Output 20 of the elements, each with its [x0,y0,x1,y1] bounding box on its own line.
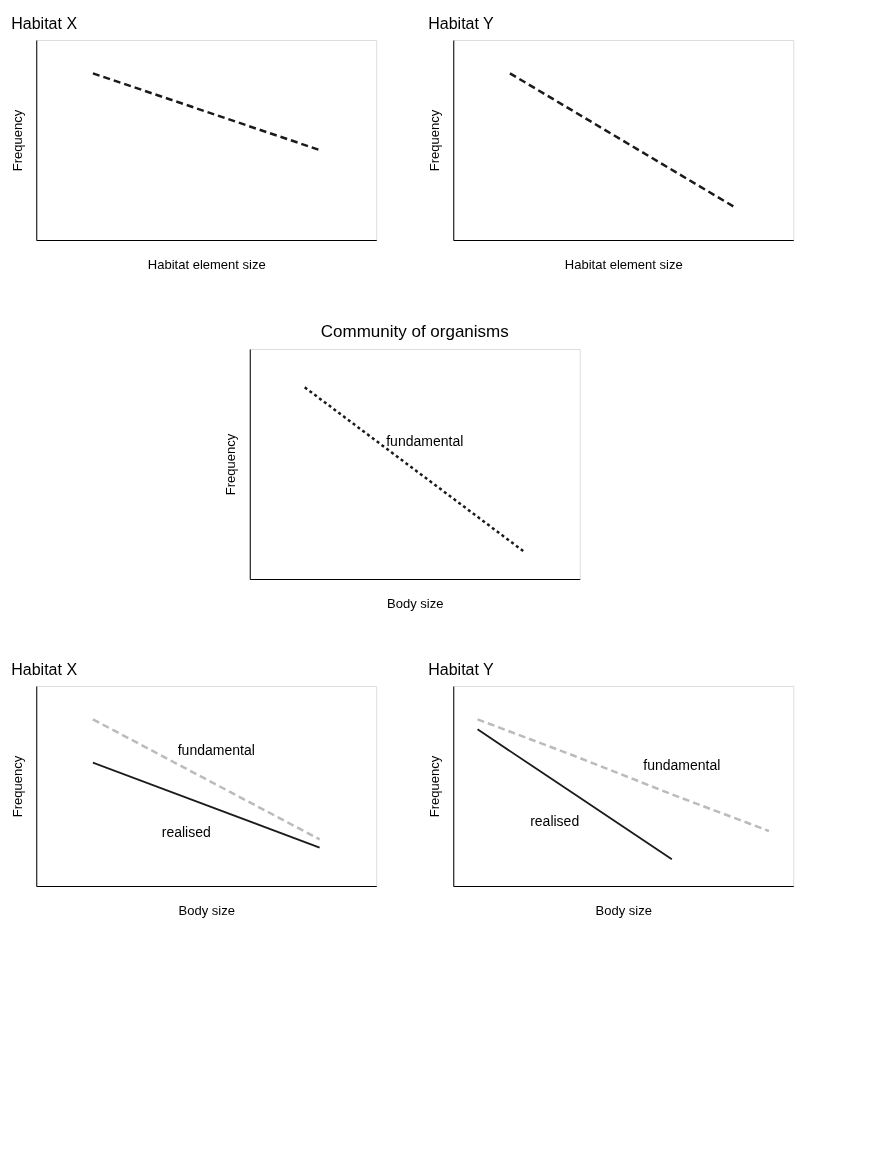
y-axis-title: Frequency [426,109,442,172]
series-label: fundamental [177,742,255,759]
x-axis-title: Body size [178,902,235,918]
chart-title: Habitat Y [428,661,495,678]
chart-title: Community of organisms [320,322,509,341]
chart-title: Habitat Y [428,15,495,32]
y-axis-title: Frequency [426,755,442,818]
x-axis-title: Habitat element size [564,256,683,272]
chart-title: Habitat X [11,15,78,32]
series-label: fundamental [386,432,464,449]
x-axis-title: Body size [595,902,652,918]
y-axis-title: Frequency [9,755,25,818]
series-label: fundamental [643,757,721,774]
y-axis-title: Frequency [223,433,239,496]
x-axis-title: Habitat element size [147,256,266,272]
series-label: realised [161,824,211,841]
series-label: realised [530,813,580,830]
x-axis-title: Body size [387,595,444,611]
y-axis-title: Frequency [9,109,25,172]
chart-title: Habitat X [11,661,78,678]
